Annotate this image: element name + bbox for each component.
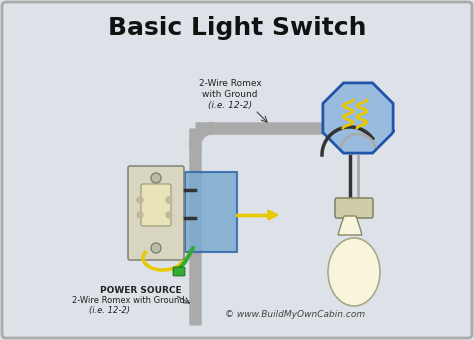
Circle shape	[151, 243, 161, 253]
Circle shape	[151, 173, 161, 183]
Text: © www.BuildMyOwnCabin.com: © www.BuildMyOwnCabin.com	[225, 310, 365, 319]
Text: 2-Wire Romex: 2-Wire Romex	[199, 79, 261, 88]
FancyBboxPatch shape	[2, 2, 472, 338]
Ellipse shape	[328, 238, 380, 306]
Polygon shape	[323, 83, 393, 153]
Polygon shape	[338, 216, 362, 235]
Text: (i.e. 12-2): (i.e. 12-2)	[208, 101, 252, 110]
Circle shape	[137, 212, 143, 218]
Polygon shape	[268, 210, 278, 220]
Text: POWER SOURCE: POWER SOURCE	[100, 286, 182, 295]
Text: with Ground: with Ground	[202, 90, 258, 99]
Circle shape	[137, 197, 143, 203]
FancyBboxPatch shape	[335, 198, 373, 218]
FancyBboxPatch shape	[128, 166, 184, 260]
Circle shape	[166, 212, 172, 218]
Circle shape	[166, 197, 172, 203]
Text: (i.e. 12-2): (i.e. 12-2)	[89, 306, 130, 315]
FancyBboxPatch shape	[185, 172, 237, 252]
Text: 2-Wire Romex with Ground: 2-Wire Romex with Ground	[72, 296, 185, 305]
FancyBboxPatch shape	[173, 267, 185, 276]
FancyBboxPatch shape	[141, 184, 171, 226]
Text: Basic Light Switch: Basic Light Switch	[108, 16, 366, 40]
